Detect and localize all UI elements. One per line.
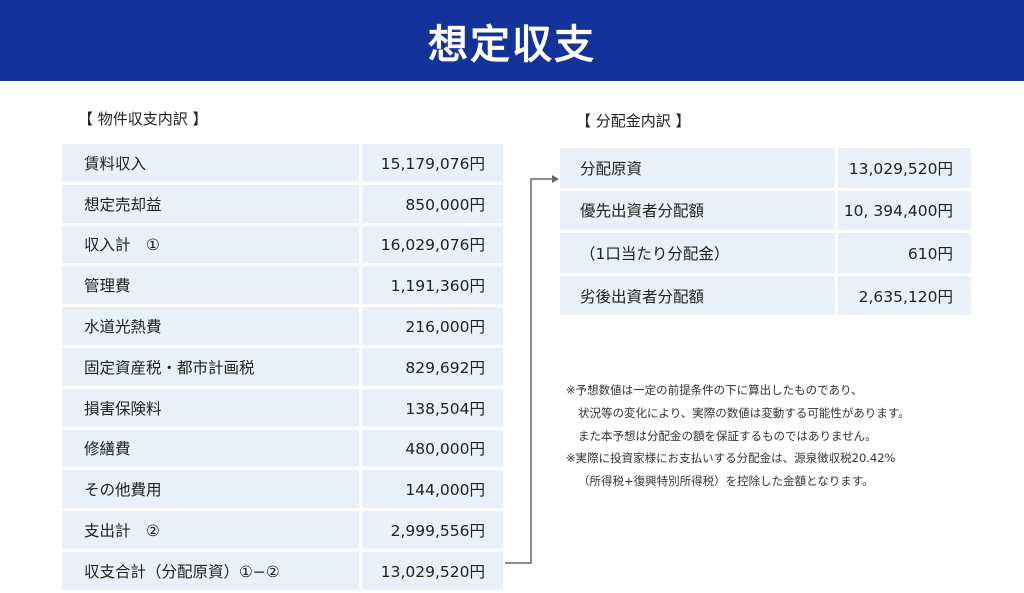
note-line: （所得税+復興特別所得税）を控除した金額となります。 bbox=[578, 474, 874, 489]
table-row: 想定売却益 850,000円 bbox=[62, 184, 503, 223]
table-row: 損害保険料 138,504円 bbox=[62, 388, 503, 427]
row-label: （1口当たり分配金） bbox=[560, 233, 835, 273]
row-label: 収支合計（分配原資）①−② bbox=[62, 551, 359, 590]
row-label: その他費用 bbox=[62, 470, 359, 509]
page-header: 想定収支 bbox=[0, 0, 1024, 81]
row-label: 分配原資 bbox=[560, 148, 835, 188]
row-label: 賃料収入 bbox=[62, 144, 359, 182]
table-row: 管理費 1,191,360円 bbox=[62, 266, 503, 305]
row-value: 610円 bbox=[835, 233, 971, 273]
note-line: ※予想数値は一定の前提条件の下に算出したものであり、 bbox=[566, 383, 863, 397]
row-label: 損害保険料 bbox=[62, 388, 359, 427]
table-row: （1口当たり分配金） 610円 bbox=[560, 233, 971, 273]
table-row: 優先出資者分配額 10, 394,400円 bbox=[560, 190, 971, 231]
table-row: 劣後出資者分配額 2,635,120円 bbox=[560, 275, 971, 316]
note-line: 状況等の変化により、実際の数値は変動する可能性があります。 bbox=[578, 405, 910, 420]
table-row: 固定資産税・都市計画税 829,692円 bbox=[62, 347, 503, 386]
property-breakdown-title: 【 物件収支内訳 】 bbox=[78, 110, 208, 128]
row-value: 216,000円 bbox=[359, 307, 503, 345]
distribution-table: 分配原資 13,029,520円 優先出資者分配額 10, 394,400円 （1口… bbox=[560, 145, 971, 318]
row-value: 829,692円 bbox=[359, 347, 503, 386]
row-value: 480,000円 bbox=[359, 429, 503, 468]
note-line: ※実際に投資家様にお支払いする分配金は、源泉徴収税20.42% bbox=[566, 451, 896, 466]
row-label: 想定売却益 bbox=[62, 184, 359, 223]
row-value: 144,000円 bbox=[359, 470, 503, 509]
row-value: 850,000円 bbox=[359, 184, 503, 223]
table-row: 分配原資 13,029,520円 bbox=[560, 148, 971, 188]
row-label: 劣後出資者分配額 bbox=[560, 275, 835, 316]
table-row: その他費用 144,000円 bbox=[62, 470, 503, 509]
row-label: 優先出資者分配額 bbox=[560, 190, 835, 231]
row-value: 2,635,120円 bbox=[835, 275, 971, 316]
distribution-breakdown-title: 【 分配金内訳 】 bbox=[576, 112, 691, 130]
property-income-table: 賃料収入 15,179,076円 想定売却益 850,000円 収入計 ① 16,02… bbox=[62, 141, 503, 593]
row-value: 2,999,556円 bbox=[359, 511, 503, 549]
table-row: 賃料収入 15,179,076円 bbox=[62, 144, 503, 182]
table-row: 支出計 ② 2,999,556円 bbox=[62, 511, 503, 549]
row-value: 15,179,076円 bbox=[359, 144, 503, 182]
table-row: 修繕費 480,000円 bbox=[62, 429, 503, 468]
row-value: 16,029,076円 bbox=[359, 225, 503, 264]
row-label: 水道光熱費 bbox=[62, 307, 359, 345]
row-value: 138,504円 bbox=[359, 388, 503, 427]
note-line: また本予想は分配金の額を保証するものではありません。 bbox=[578, 428, 877, 443]
table-row: 収支合計（分配原資）①−② 13,029,520円 bbox=[62, 551, 503, 590]
row-label: 支出計 ② bbox=[62, 511, 359, 549]
row-label: 修繕費 bbox=[62, 429, 359, 468]
row-label: 固定資産税・都市計画税 bbox=[62, 347, 359, 386]
row-label: 収入計 ① bbox=[62, 225, 359, 264]
row-value: 13,029,520円 bbox=[835, 148, 971, 188]
page-title: 想定収支 bbox=[428, 21, 596, 68]
table-row: 水道光熱費 216,000円 bbox=[62, 307, 503, 345]
table-row: 収入計 ① 16,029,076円 bbox=[62, 225, 503, 264]
row-value: 10, 394,400円 bbox=[835, 190, 971, 231]
connector-line bbox=[505, 178, 552, 564]
arrow-head-icon bbox=[552, 175, 559, 183]
row-value: 1,191,360円 bbox=[359, 266, 503, 305]
row-label: 管理費 bbox=[62, 266, 359, 305]
row-value: 13,029,520円 bbox=[359, 551, 503, 590]
disclaimer-notes: ※予想数値は一定の前提条件の下に算出したものであり、 状況等の変化により、実際の… bbox=[566, 379, 1006, 493]
